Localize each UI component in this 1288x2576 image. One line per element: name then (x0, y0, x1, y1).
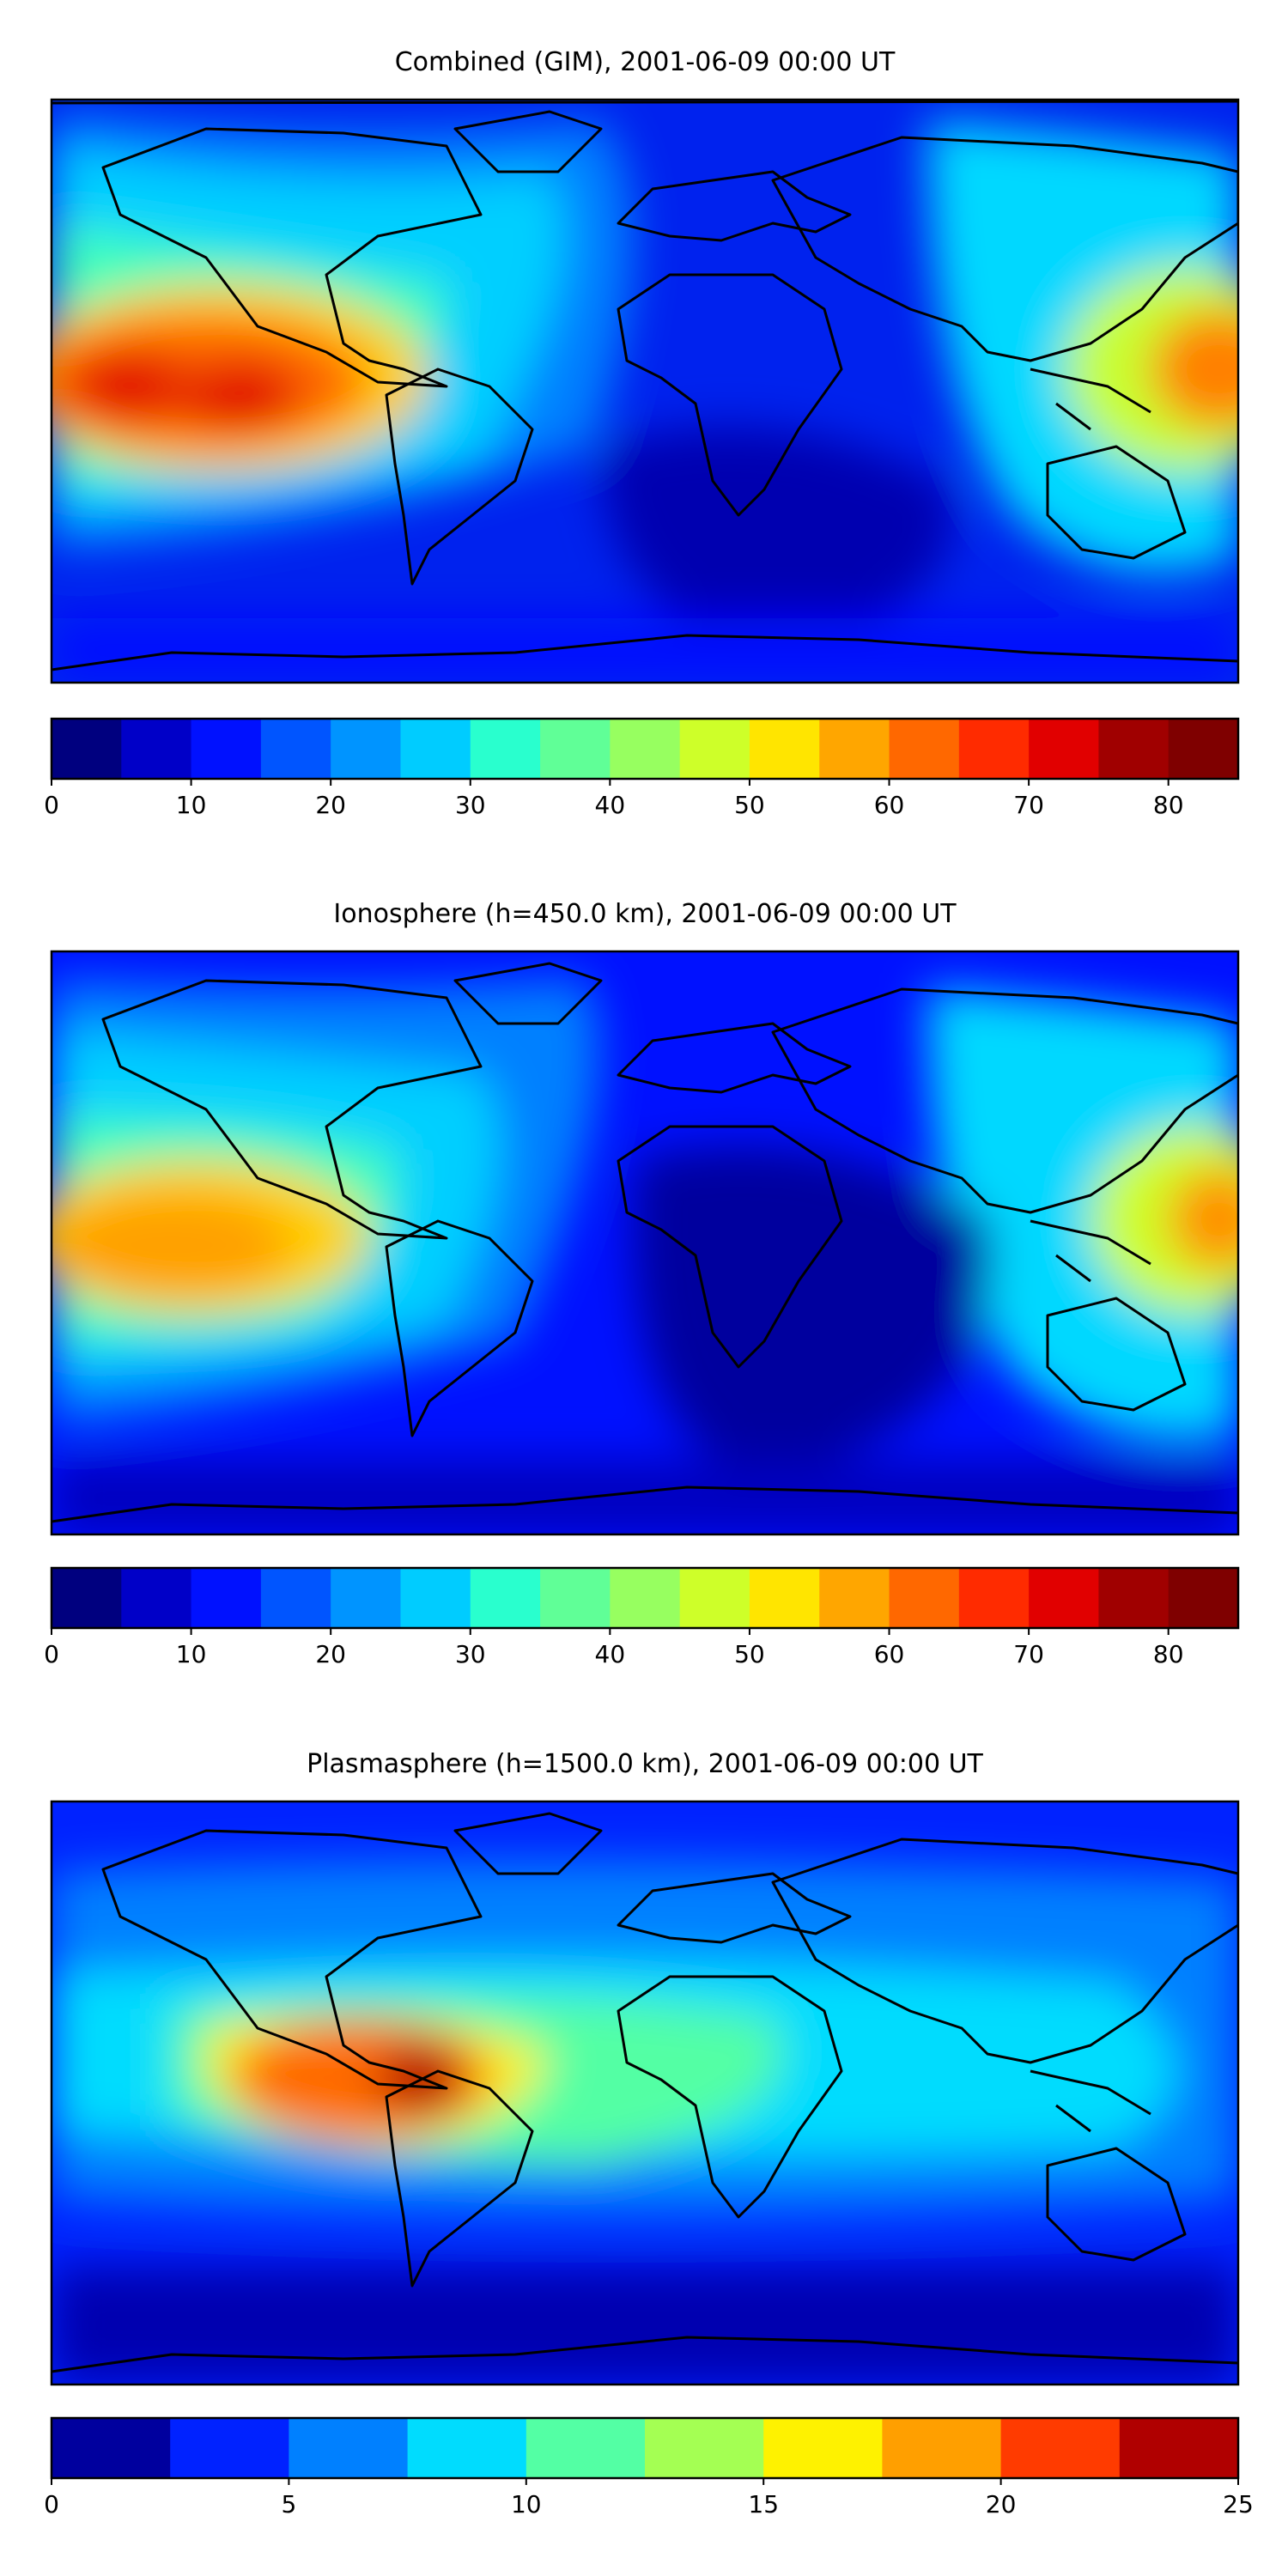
colorbar-segment (407, 2418, 527, 2478)
colorbar-segment (400, 1568, 471, 1628)
colorbar-tick-label: 50 (734, 1640, 765, 1668)
colorbar: 0 5 10 15 20 25 (44, 2416, 1254, 2518)
colorbar-segment (749, 1568, 820, 1628)
colorbar-segment (610, 1568, 681, 1628)
colorbar-segment (645, 2418, 764, 2478)
colorbar-tick-label: 70 (1013, 791, 1044, 819)
panel-plasmasphere: Plasmasphere (h=1500.0 km), 2001-06-09 0… (44, 1749, 1254, 2518)
colorbar-tick-label: 0 (44, 791, 59, 819)
panel-title: Combined (GIM), 2001-06-09 00:00 UT (395, 47, 896, 77)
coastlines (52, 962, 1238, 1523)
colorbar-segment (260, 1568, 331, 1628)
colorbar-segment (331, 719, 401, 779)
colorbar-segment (331, 1568, 401, 1628)
colorbar-tick-label: 30 (455, 791, 486, 819)
colorbar-tick-label: 40 (595, 791, 626, 819)
colorbar-segment (289, 2418, 409, 2478)
colorbar-tick-label: 30 (455, 1640, 486, 1668)
colorbar-tick-label: 25 (1223, 2490, 1254, 2518)
colorbar-segment (540, 1568, 611, 1628)
colorbar-segment (749, 719, 820, 779)
colorbar-segment (170, 2418, 289, 2478)
colorbar-tick-label: 10 (176, 1640, 207, 1668)
colorbar-segments (52, 1568, 1239, 1628)
colorbar-segment (52, 1568, 122, 1628)
colorbar-segment (526, 2418, 646, 2478)
colorbar-tick-label: 20 (315, 791, 346, 819)
colorbar: 0 10 20 30 40 50 60 70 80 (44, 1566, 1240, 1668)
colorbar-tick-label: 0 (44, 1640, 59, 1668)
colorbar-segment (52, 2418, 171, 2478)
colorbar-segment (882, 2418, 1002, 2478)
coastlines (52, 100, 1238, 671)
colorbar-tick-label: 20 (986, 2490, 1017, 2518)
colorbar-segment (1168, 1568, 1239, 1628)
colorbar-segment (400, 719, 471, 779)
colorbar-segment (470, 719, 541, 779)
colorbar-tick-label: 40 (595, 1640, 626, 1668)
colorbar-tick-label: 50 (734, 791, 765, 819)
colorbar-segment (1098, 719, 1170, 779)
colorbar-segment (191, 1568, 262, 1628)
colorbar-tick-label: 20 (315, 1640, 346, 1668)
colorbar-segment (889, 1568, 960, 1628)
filled-contour-field (52, 1801, 1238, 2385)
map-frame (50, 98, 1240, 684)
colorbar-tick-label: 10 (511, 2490, 542, 2518)
colorbar-segments (52, 719, 1239, 779)
panel-ionosphere: Ionosphere (h=450.0 km), 2001-06-09 00:0… (44, 899, 1240, 1668)
colorbar-tick-label: 15 (748, 2490, 779, 2518)
colorbar-segment (679, 719, 750, 779)
colorbar-tick-label: 10 (176, 791, 207, 819)
colorbar-segment (1098, 1568, 1170, 1628)
colorbar-segment (889, 719, 960, 779)
colorbar-segment (260, 719, 331, 779)
colorbar-segment (610, 719, 681, 779)
colorbar-segment (679, 1568, 750, 1628)
panel-title: Plasmasphere (h=1500.0 km), 2001-06-09 0… (307, 1749, 983, 1779)
colorbar-segment (191, 719, 262, 779)
colorbar-segment (540, 719, 611, 779)
colorbar-ticks: 0 10 20 30 40 50 60 70 80 (44, 1628, 1184, 1668)
panel-combined: Combined (GIM), 2001-06-09 00:00 UT (44, 47, 1240, 819)
colorbar-tick-label: 70 (1013, 1640, 1044, 1668)
colorbar-segment (819, 719, 890, 779)
colorbar-tick-label: 5 (281, 2490, 296, 2518)
colorbar-segment (958, 1568, 1030, 1628)
colorbar-segment (1000, 2418, 1121, 2478)
colorbar-segment (52, 719, 122, 779)
colorbar-tick-label: 60 (874, 791, 905, 819)
colorbar-segment (1029, 719, 1099, 779)
map-frame (50, 1800, 1240, 2386)
colorbar-segment (470, 1568, 541, 1628)
colorbar-segment (1029, 1568, 1099, 1628)
colorbar-ticks: 0 10 20 30 40 50 60 70 80 (44, 779, 1184, 819)
filled-contour-field (52, 951, 1238, 1534)
panel-title: Ionosphere (h=450.0 km), 2001-06-09 00:0… (333, 899, 957, 929)
colorbar-tick-label: 0 (44, 2490, 59, 2518)
colorbar-tick-label: 60 (874, 1640, 905, 1668)
filled-contour-field (52, 100, 1238, 683)
colorbar-ticks: 0 5 10 15 20 25 (44, 2478, 1254, 2518)
colorbar-segment (121, 1568, 192, 1628)
colorbar-segment (763, 2418, 883, 2478)
colorbar-tick-label: 80 (1153, 791, 1184, 819)
colorbar-segment (819, 1568, 890, 1628)
colorbar-segment (121, 719, 192, 779)
map-frame (50, 950, 1240, 1536)
colorbar-segment (1168, 719, 1239, 779)
colorbar-segment (958, 719, 1030, 779)
coastlines (52, 1812, 1238, 2373)
colorbar-tick-label: 80 (1153, 1640, 1184, 1668)
colorbar: 0 10 20 30 40 50 60 70 80 (44, 717, 1240, 819)
colorbar-segments (52, 2418, 1239, 2478)
colorbar-segment (1119, 2418, 1239, 2478)
